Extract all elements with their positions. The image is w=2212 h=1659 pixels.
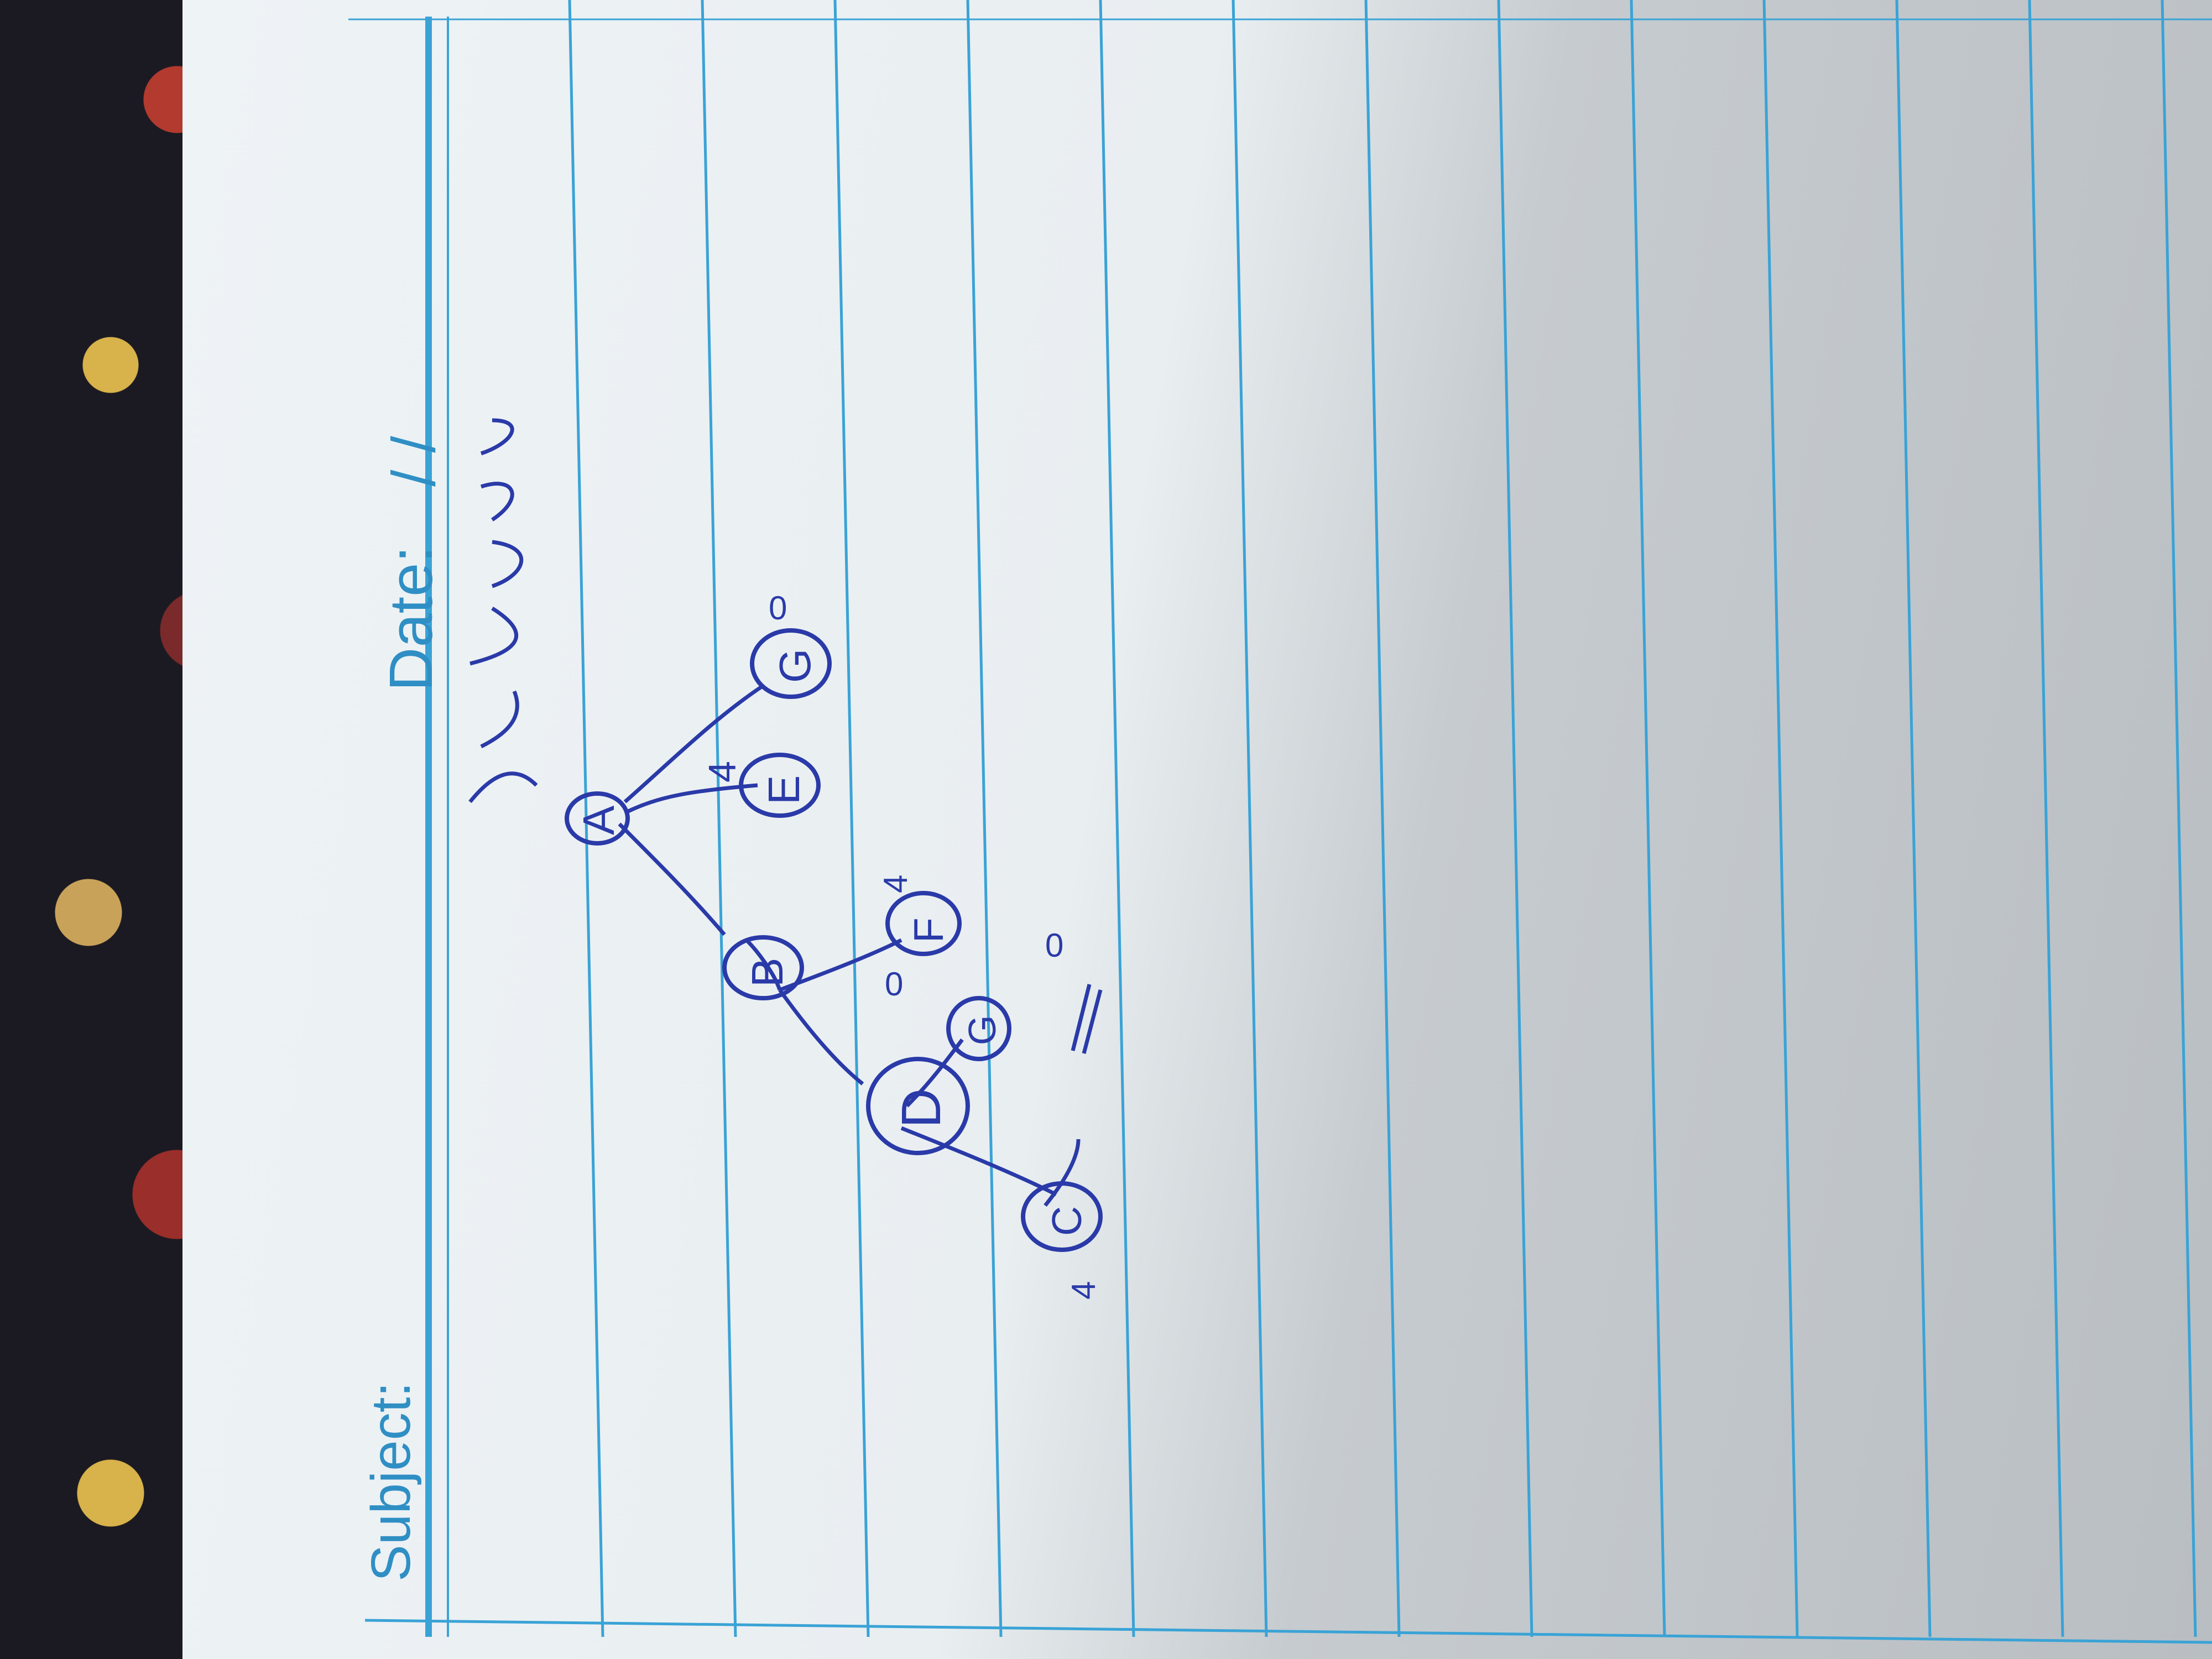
node-c-side: 4 [1065, 1281, 1102, 1300]
page-rulings [348, 0, 2212, 1644]
node-a-label: A [574, 805, 623, 835]
node-b [722, 935, 804, 1000]
node-g-bottom-label: G [961, 1015, 1004, 1045]
node-f-side: 4 [877, 875, 914, 893]
node-e-label: E [759, 775, 808, 805]
node-d-label: D [890, 1088, 952, 1128]
node-g-top [750, 628, 832, 699]
tree-edges [618, 684, 1081, 1207]
node-d [866, 1057, 970, 1155]
node-b-label: B [743, 958, 792, 987]
node-g-top-side: 0 [769, 589, 787, 627]
node-a [565, 791, 630, 846]
notebook-page: Subject: Date: / / A 4 B 0 E [182, 0, 2212, 1659]
ruled-lines [568, 0, 2197, 1637]
node-c [1021, 1181, 1103, 1252]
node-b-side: 0 [885, 966, 903, 1003]
node-g-top-label: G [770, 649, 820, 683]
node-a-side: 4 [701, 761, 744, 782]
emphasis-marks [1071, 984, 1103, 1054]
node-e [739, 753, 821, 818]
heading-scribble [468, 418, 538, 804]
node-g-bottom-side: 0 [1045, 927, 1063, 964]
handwritten-tree-diagram: A 4 B 0 E G 0 F 4 D G 0 C 4 [468, 418, 1103, 1300]
node-g-bottom [946, 996, 1011, 1061]
node-f [885, 891, 962, 956]
bottom-margin-rule [364, 1619, 2212, 1644]
node-f-label: F [905, 917, 952, 943]
node-c-label: C [1044, 1206, 1090, 1236]
